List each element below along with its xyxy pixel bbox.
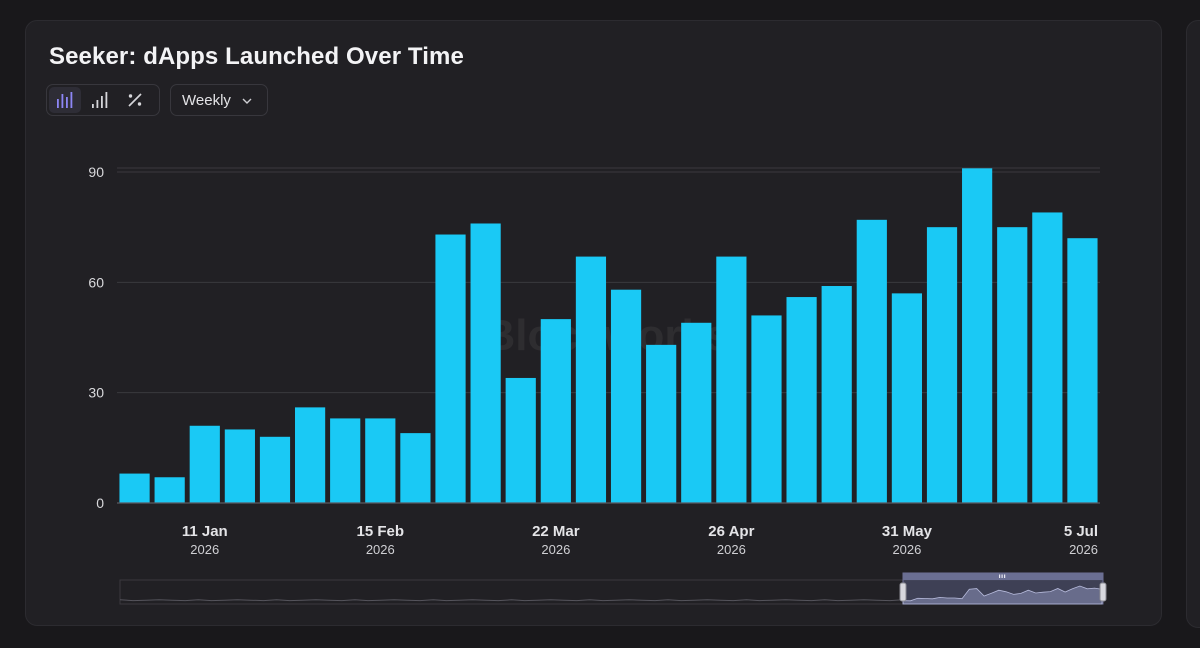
bar xyxy=(786,297,817,503)
x-tick-label: 5 Jul xyxy=(1064,523,1098,540)
range-navigator-handle xyxy=(1099,582,1107,602)
bar xyxy=(751,315,782,503)
bar xyxy=(505,377,536,503)
range-navigator-handle xyxy=(899,582,907,602)
x-tick-year: 2026 xyxy=(541,542,570,557)
bar xyxy=(540,319,571,503)
bar xyxy=(962,168,993,504)
grip-dot xyxy=(1004,574,1006,578)
y-tick-label: 60 xyxy=(88,274,104,290)
bar xyxy=(259,436,291,503)
bar xyxy=(400,433,431,503)
x-tick-label: 31 May xyxy=(882,523,933,540)
x-tick-year: 2026 xyxy=(892,542,921,557)
bar-chart-toggle[interactable] xyxy=(49,87,81,113)
period-select[interactable]: Weekly xyxy=(170,84,268,116)
bar xyxy=(926,227,958,503)
period-select-label: Weekly xyxy=(182,91,231,109)
y-tick-label: 0 xyxy=(96,495,104,511)
x-tick-label: 26 Apr xyxy=(708,523,754,540)
range-navigator-sparkline xyxy=(119,599,904,602)
bar xyxy=(891,293,923,503)
bar xyxy=(856,219,887,504)
x-tick-year: 2026 xyxy=(366,542,395,557)
range-navigator-drag-bar xyxy=(903,573,1103,580)
percent-toggle[interactable] xyxy=(119,87,151,113)
x-tick-year: 2026 xyxy=(190,542,219,557)
bar xyxy=(330,418,361,503)
x-tick-label: 11 Jan xyxy=(182,523,228,540)
bar xyxy=(365,418,396,503)
chart-type-toggle xyxy=(46,84,160,116)
x-tick-year: 2026 xyxy=(717,542,746,557)
x-tick-label: 15 Feb xyxy=(357,523,405,540)
percent-icon xyxy=(128,93,142,107)
bar xyxy=(997,227,1028,503)
chevron-down-icon xyxy=(242,98,252,104)
grip-dot xyxy=(999,574,1001,578)
bar xyxy=(1032,212,1063,503)
x-tick-year: 2026 xyxy=(1069,542,1098,557)
grip-dot xyxy=(1001,574,1003,578)
range-navigator-area xyxy=(902,585,1103,605)
bar xyxy=(435,234,466,503)
chart-title: Seeker: dApps Launched Over Time xyxy=(49,43,464,70)
bar xyxy=(470,223,501,503)
bar xyxy=(119,473,150,503)
x-tick-label: 22 Mar xyxy=(532,523,580,540)
bar xyxy=(821,286,852,503)
bar xyxy=(610,289,642,503)
y-tick-label: 30 xyxy=(88,385,104,401)
signal-bars-icon xyxy=(92,92,108,108)
bar xyxy=(575,256,607,503)
bar xyxy=(294,407,326,503)
bar xyxy=(1067,238,1098,503)
bar-chart-icon xyxy=(57,92,73,108)
bar xyxy=(646,344,677,503)
bar xyxy=(716,256,747,503)
bar xyxy=(224,429,255,503)
bar xyxy=(681,322,712,503)
bar xyxy=(154,477,185,503)
cumulative-toggle[interactable] xyxy=(84,87,116,113)
y-tick-label: 90 xyxy=(88,164,104,180)
bar xyxy=(189,425,220,503)
